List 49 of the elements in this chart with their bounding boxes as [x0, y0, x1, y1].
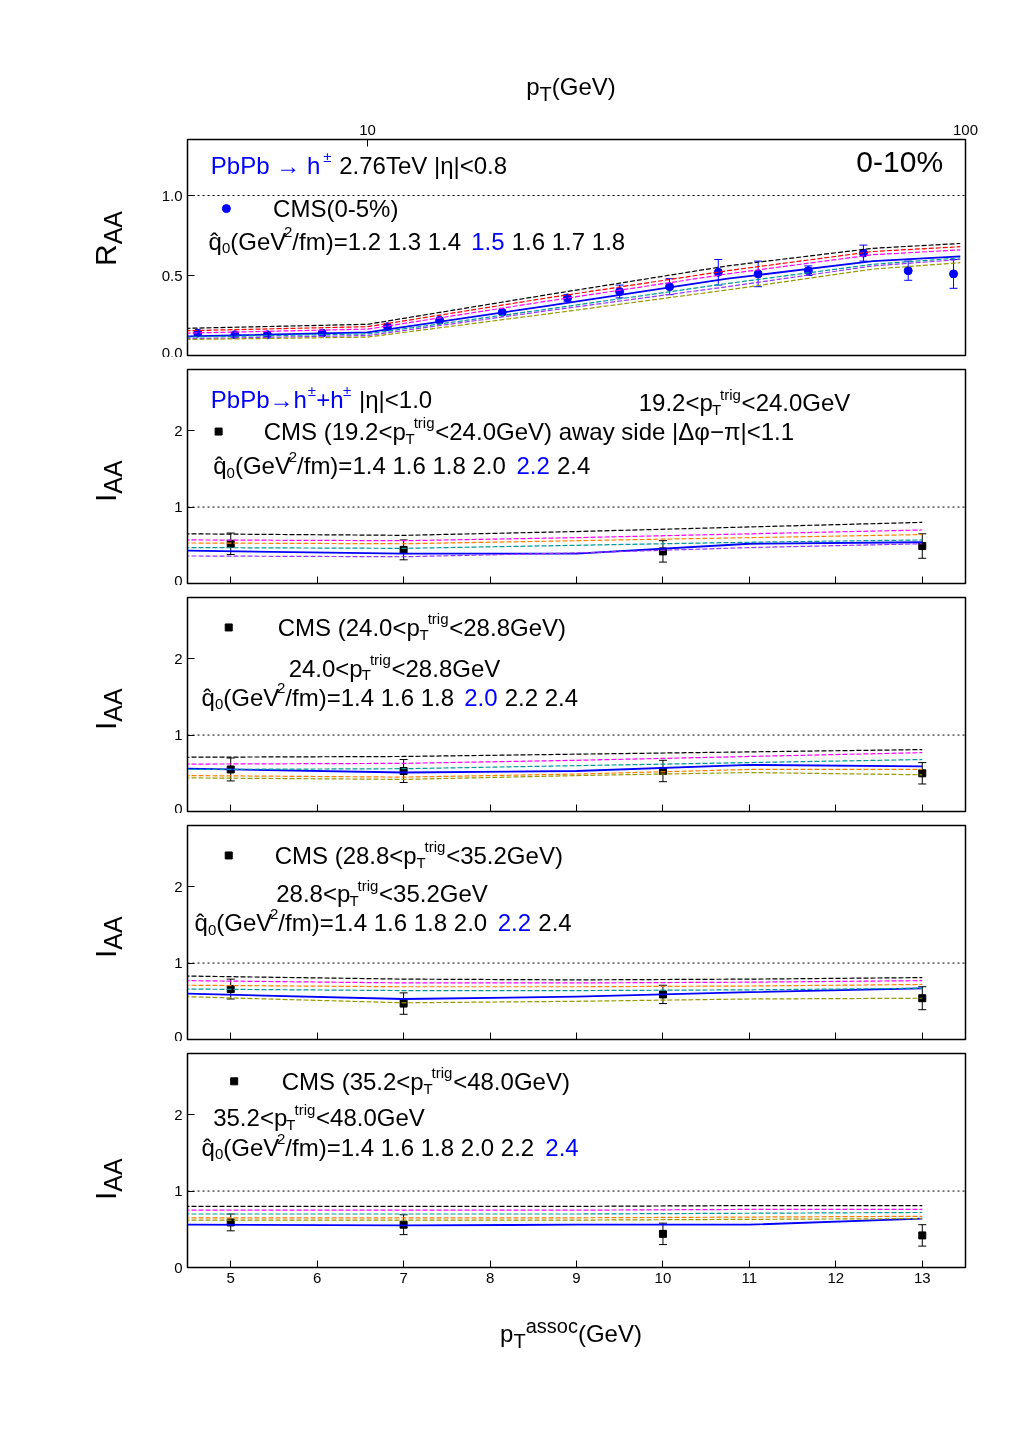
- x-tick-label: 10: [359, 120, 376, 138]
- y-tick-label: 0: [174, 1258, 183, 1276]
- text: 2.4: [545, 1134, 579, 1162]
- y-tick-label: 0: [174, 1027, 183, 1045]
- y-tick-label: 1.0: [161, 186, 183, 204]
- y-tick-label: 2: [174, 421, 183, 439]
- x-axis-title: p$_{T}$$^{assoc}$(GeV): [499, 1314, 643, 1354]
- y-tick-label: 1: [174, 1182, 183, 1200]
- point: [918, 1231, 927, 1240]
- text: 2.2: [516, 452, 550, 480]
- annotation: 2.76TeV |η|<0.8: [339, 151, 508, 179]
- y-tick-label: 0.5: [161, 266, 183, 284]
- text: 1.5: [471, 227, 505, 255]
- y-tick-label: 0.0: [161, 343, 183, 361]
- text: 2.0: [464, 683, 498, 711]
- annotation: 1.6 1.7 1.8: [511, 227, 626, 255]
- x-axis-title: p$_{T}$(GeV): [525, 72, 617, 107]
- y-tick-label: 1: [174, 954, 183, 972]
- line-series: [187, 763, 924, 774]
- x-tick-label: 11: [741, 1268, 758, 1286]
- text: PbPb → h±: [210, 148, 332, 179]
- y-tick-label: 1: [174, 498, 183, 516]
- y-tick-label: 2: [174, 1105, 183, 1123]
- annotation: 0-10%: [856, 144, 944, 178]
- x-tick-label: 7: [399, 1268, 408, 1286]
- x-tick-label: 100: [952, 120, 979, 138]
- x-tick-label: 5: [226, 1268, 235, 1286]
- y-tick-label: 0: [174, 799, 183, 817]
- y-tick-label: 1: [174, 726, 183, 744]
- y-tick-label: 2: [174, 649, 183, 667]
- x-tick-label: 10: [654, 1268, 672, 1286]
- annotation: |η|<1.0: [359, 385, 433, 413]
- x-tick-label: 8: [485, 1268, 495, 1286]
- point: [658, 1229, 667, 1238]
- point: [918, 542, 927, 551]
- x-tick-label: 6: [313, 1268, 322, 1286]
- text: 2.2: [497, 909, 532, 937]
- x-tick-label: 9: [572, 1268, 581, 1286]
- annotation: 2.2 2.4: [504, 683, 579, 711]
- annotation: 2.4: [538, 909, 572, 937]
- text: PbPb→h±+h±: [210, 382, 352, 413]
- annotation: 2.4: [556, 452, 591, 480]
- y-tick-label: 0: [174, 571, 183, 589]
- x-tick-label: 12: [827, 1268, 845, 1286]
- line-series: [187, 529, 923, 542]
- y-tick-label: 2: [174, 877, 183, 895]
- x-tick-label: 13: [913, 1268, 931, 1286]
- legend-label: CMS(0-5%): [273, 195, 399, 223]
- line-series: [187, 752, 923, 765]
